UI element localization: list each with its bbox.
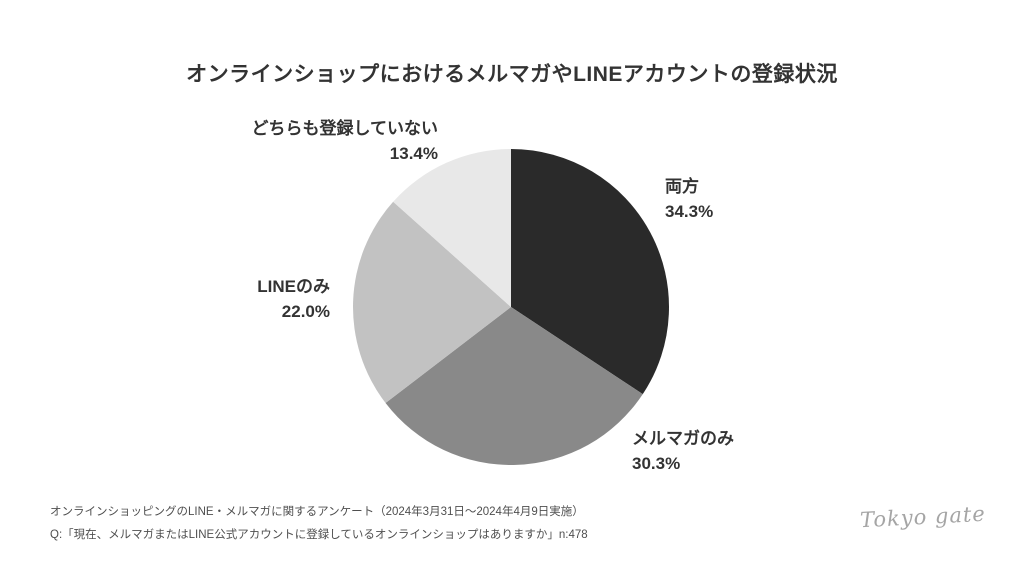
tokyo-gate-logo: Tokyo gate	[859, 501, 987, 533]
pie-slice-1	[385, 307, 643, 465]
pie-label-mailmag-only: メルマガのみ 30.3%	[632, 426, 734, 476]
pie-label-neither-value: 13.4%	[389, 144, 438, 163]
pie-label-mailmag-only-name: メルマガのみ	[632, 429, 734, 448]
pie-slice-3	[393, 149, 511, 307]
pie-label-mailmag-only-value: 30.3%	[632, 454, 681, 473]
pie-label-line-only-name: LINEのみ	[257, 277, 330, 296]
pie-label-both-value: 34.3%	[665, 202, 714, 221]
footnote-question: Q:「現在、メルマガまたはLINE公式アカウントに登録しているオンラインショップ…	[50, 529, 588, 541]
pie-slice-2	[353, 201, 511, 404]
chart-title: オンラインショップにおけるメルマガやLINEアカウントの登録状況	[186, 63, 838, 87]
footnote: オンラインショッピングのLINE・メルマガに関するアンケート（2024年3月31…	[50, 501, 588, 547]
pie-chart	[341, 137, 681, 477]
pie-slice-0	[511, 149, 669, 395]
pie-label-neither-name: どちらも登録していない	[251, 119, 439, 138]
footnote-survey-info: オンラインショッピングのLINE・メルマガに関するアンケート（2024年3月31…	[50, 506, 584, 518]
pie-svg	[353, 149, 669, 465]
pie-label-both-name: 両方	[665, 177, 699, 196]
pie-label-line-only: LINEのみ 22.0%	[180, 274, 330, 324]
pie-label-line-only-value: 22.0%	[281, 302, 330, 321]
pie-label-neither: どちらも登録していない 13.4%	[230, 116, 439, 166]
pie-label-both: 両方 34.3%	[665, 174, 713, 224]
